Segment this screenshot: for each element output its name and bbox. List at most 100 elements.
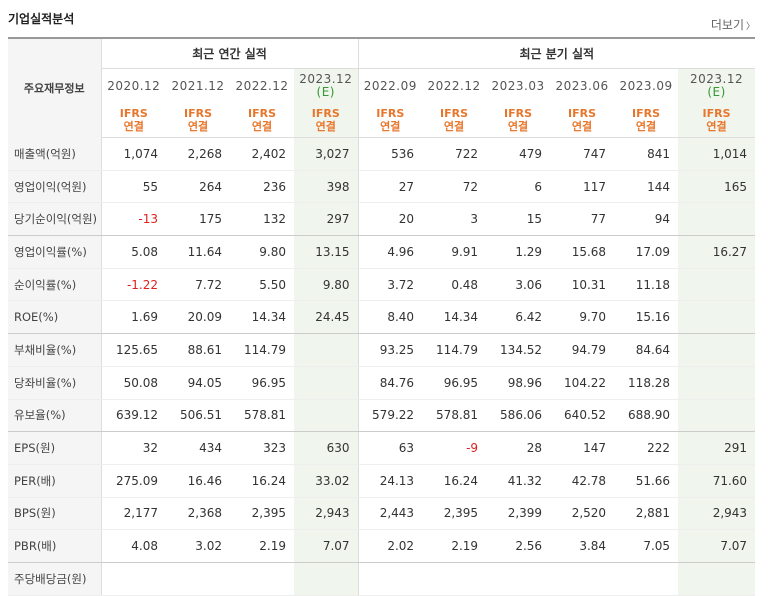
value-cell	[678, 300, 756, 335]
basis-header: IFRS 연결	[550, 103, 615, 138]
value-cell: 84.64	[614, 333, 679, 367]
value-cell: 15.16	[614, 300, 679, 335]
value-cell: 3.06	[486, 268, 551, 302]
estimate-marker: (E)	[316, 85, 335, 99]
row-label: EPS(원)	[8, 431, 102, 465]
basis-header: IFRS 연결	[486, 103, 551, 138]
value-cell: 7.07	[678, 529, 756, 563]
value-cell: 98.96	[486, 366, 551, 400]
value-cell: 88.61	[166, 333, 230, 367]
value-cell	[166, 562, 230, 596]
value-cell: 3,027	[294, 137, 359, 171]
basis-standard: IFRS	[440, 107, 469, 120]
value-cell: 1,074	[101, 137, 166, 171]
table-row: 주당배당금(원)	[8, 562, 756, 596]
value-cell: 291	[678, 431, 756, 465]
basis-standard: IFRS	[311, 107, 340, 120]
basis-standard: IFRS	[119, 107, 148, 120]
value-cell: 3.72	[357, 268, 423, 302]
basis-standard: IFRS	[702, 107, 731, 120]
basis-scope: 연결	[251, 120, 273, 133]
value-cell: 2,395	[422, 497, 487, 531]
value-cell	[357, 562, 423, 596]
value-cell: 11.18	[614, 268, 679, 302]
more-link-label: 더보기	[710, 18, 744, 32]
row-label: 당기순이익(억원)	[8, 202, 102, 237]
value-cell: 841	[614, 137, 679, 171]
table-row: ROE(%) 1.69 20.09 14.34 24.45 8.40 14.34 6.42 9.…	[8, 300, 756, 335]
value-cell: 27	[357, 170, 423, 204]
more-link[interactable]: 더보기 〉	[711, 16, 755, 33]
value-cell	[294, 562, 359, 596]
basis-scope: 연결	[571, 120, 593, 133]
value-cell: 16.24	[422, 464, 487, 498]
basis-standard: IFRS	[504, 107, 533, 120]
table-row: 영업이익률(%) 5.08 11.64 9.80 13.15 4.96 9.91 1.29 15…	[8, 235, 756, 269]
value-cell: 3.02	[166, 529, 230, 563]
value-cell: 4.96	[357, 235, 423, 269]
table-row: PBR(배) 4.08 3.02 2.19 7.07 2.02 2.19 2.56 3.84 7.…	[8, 529, 756, 563]
value-cell: 398	[294, 170, 359, 204]
value-cell: 15.68	[550, 235, 615, 269]
table-row: 부채비율(%) 125.65 88.61 114.79 93.25 114.79 134.5…	[8, 333, 756, 367]
value-cell: 630	[294, 431, 359, 465]
value-cell: 16.46	[166, 464, 230, 498]
row-label: ROE(%)	[8, 300, 102, 335]
basis-scope: 연결	[507, 120, 529, 133]
table-row: 순이익률(%) -1.22 7.72 5.50 9.80 3.72 0.48 3.06 10.3…	[8, 268, 756, 302]
value-cell: 2.19	[230, 529, 294, 563]
value-cell: 72	[422, 170, 487, 204]
table-row: 당좌비율(%) 50.08 94.05 96.95 84.76 96.95 98.96 104…	[8, 366, 756, 400]
value-cell	[294, 399, 359, 433]
row-header-cell: 주요재무정보	[8, 38, 102, 138]
value-cell: 2.02	[357, 529, 423, 563]
value-cell: 639.12	[101, 399, 166, 433]
value-cell: -9	[422, 431, 487, 465]
value-cell: 20	[357, 202, 423, 237]
basis-header: IFRS 연결	[101, 103, 166, 138]
basis-scope: 연결	[187, 120, 209, 133]
value-cell: 20.09	[166, 300, 230, 335]
value-cell: -13	[101, 202, 166, 237]
basis-standard: IFRS	[376, 107, 405, 120]
value-cell: 236	[230, 170, 294, 204]
value-cell: 9.80	[294, 268, 359, 302]
value-cell	[294, 366, 359, 400]
basis-standard: IFRS	[632, 107, 661, 120]
value-cell: 11.64	[166, 235, 230, 269]
value-cell: 2,399	[486, 497, 551, 531]
basis-scope: 연결	[706, 120, 727, 133]
value-cell: 117	[550, 170, 615, 204]
value-cell: 132	[230, 202, 294, 237]
group-quarter-header: 최근 분기 실적	[357, 38, 756, 69]
value-cell: 5.08	[101, 235, 166, 269]
value-cell: 2,177	[101, 497, 166, 531]
value-cell: 2,268	[166, 137, 230, 171]
value-cell: 96.95	[230, 366, 294, 400]
value-cell: 63	[357, 431, 423, 465]
value-cell: 175	[166, 202, 230, 237]
value-cell: 536	[357, 137, 423, 171]
value-cell	[678, 333, 756, 367]
basis-scope: 연결	[443, 120, 465, 133]
value-cell: 9.91	[422, 235, 487, 269]
period-header: 2022.09	[357, 68, 423, 103]
value-cell: 2,520	[550, 497, 615, 531]
value-cell: 14.34	[230, 300, 294, 335]
value-cell: 7.72	[166, 268, 230, 302]
value-cell: 688.90	[614, 399, 679, 433]
value-cell: 2,443	[357, 497, 423, 531]
value-cell: 434	[166, 431, 230, 465]
value-cell	[486, 562, 551, 596]
value-cell	[101, 562, 166, 596]
period-header: 2023.06	[550, 69, 614, 104]
period-header: 2022.12	[230, 69, 294, 104]
row-label: 영업이익률(%)	[8, 235, 102, 269]
value-cell: 222	[614, 431, 679, 465]
value-cell: 506.51	[166, 399, 230, 433]
value-cell: 114.79	[230, 333, 294, 367]
table-row: 매출액(억원) 1,074 2,268 2,402 3,027 536 722 479 747 8…	[8, 137, 756, 171]
group-annual-header: 최근 연간 실적	[101, 38, 359, 69]
value-cell: 51.66	[614, 464, 679, 498]
value-cell: 0.48	[422, 268, 487, 302]
